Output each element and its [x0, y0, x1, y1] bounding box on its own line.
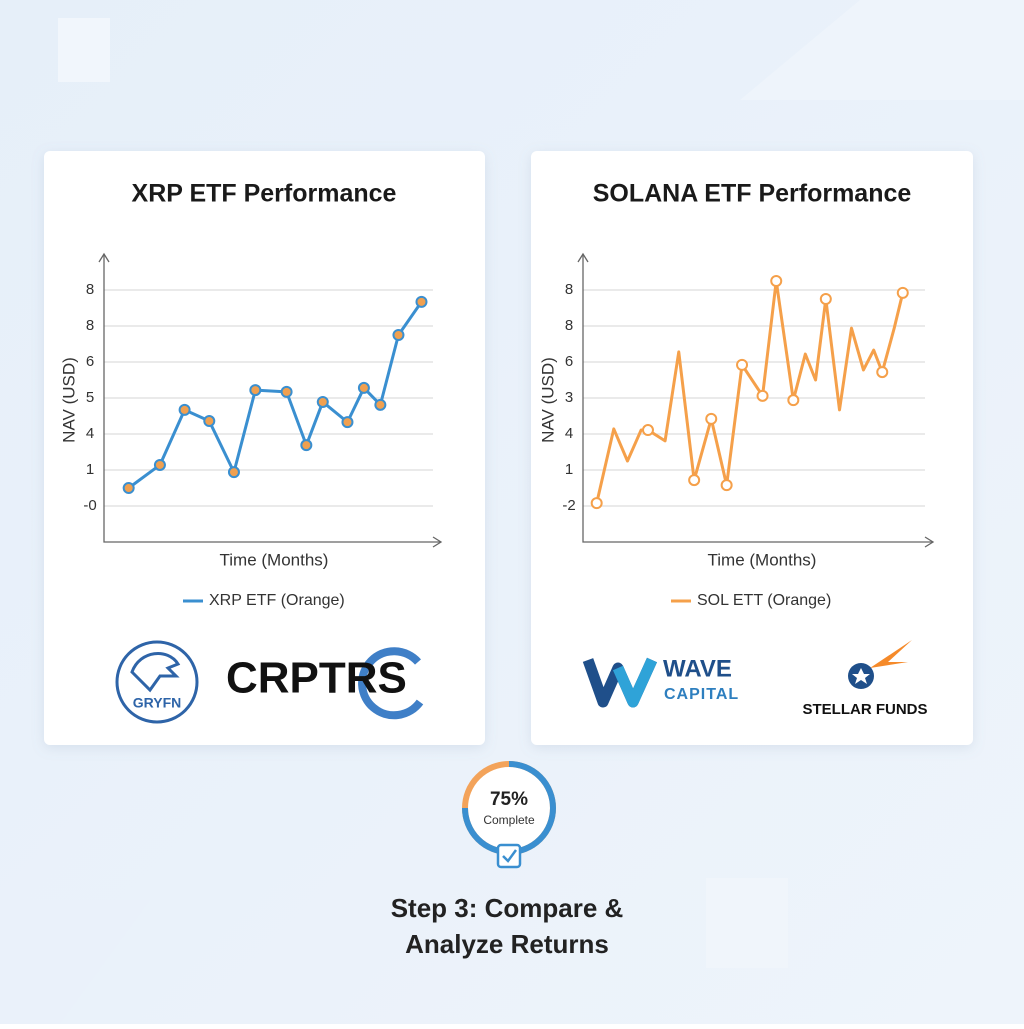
point	[876, 366, 889, 379]
point	[736, 358, 749, 371]
y-tick-label: 8	[565, 281, 573, 298]
logo-gryfn: GRYFN	[115, 640, 199, 724]
point	[787, 394, 800, 407]
x-axis-label: Time (Months)	[708, 550, 817, 569]
axis-arrow	[98, 252, 443, 548]
step-text: Step 3: Compare &	[391, 893, 624, 923]
x-axis-label: Time (Months)	[220, 550, 329, 569]
axis	[103, 254, 441, 543]
point	[392, 329, 405, 341]
y-tick-label: 8	[86, 281, 94, 298]
point	[357, 381, 370, 394]
point	[178, 403, 191, 416]
decor	[58, 18, 110, 82]
logo-text: CRPTRS	[226, 654, 407, 703]
step-text: Analyze Returns	[405, 929, 609, 959]
point	[122, 482, 135, 494]
card	[44, 151, 485, 745]
point	[756, 389, 769, 402]
progress-caption: Complete	[483, 813, 535, 827]
point	[415, 295, 428, 308]
y-tick-label: 1	[565, 461, 573, 478]
card	[531, 151, 973, 745]
point	[280, 385, 293, 398]
point	[641, 424, 654, 437]
chart-title: XRP ETF Performance	[132, 180, 397, 208]
y-axis-label: NAV (USD)	[59, 357, 78, 443]
y-tick-label: 1	[86, 461, 94, 478]
y-tick-label: 4	[86, 425, 94, 442]
progress-label: 75%	[490, 789, 528, 810]
y-tick-label: 5	[86, 389, 94, 406]
y-tick-label: -0	[83, 497, 96, 514]
point	[705, 412, 718, 425]
logo-stellar: STELLAR FUNDS	[803, 640, 928, 718]
y-tick-label: 4	[565, 425, 573, 442]
point	[300, 439, 313, 452]
point	[896, 286, 909, 299]
point	[819, 293, 832, 305]
point	[374, 398, 387, 411]
decor	[0, 900, 150, 1024]
axis-arrow	[577, 252, 935, 548]
point	[341, 416, 354, 429]
progress-arc	[462, 761, 556, 855]
y-tick-label: 8	[565, 317, 573, 334]
point	[590, 497, 603, 510]
logo-crptrs: CRPTRS	[226, 647, 424, 720]
point	[249, 384, 262, 397]
point	[203, 415, 216, 428]
logo-text: WAVE	[663, 655, 732, 682]
point	[153, 458, 166, 471]
logo-text: CAPITAL	[664, 686, 739, 703]
point	[316, 395, 329, 408]
y-tick-label: -2	[562, 497, 575, 514]
decor	[706, 878, 788, 968]
legend-label: SOL ETT (Orange)	[697, 592, 831, 609]
decor	[740, 0, 1024, 100]
point	[227, 466, 240, 479]
point	[688, 474, 701, 487]
logo-text: STELLAR FUNDS	[803, 701, 928, 718]
legend-label: XRP ETF (Orange)	[209, 592, 345, 609]
y-tick-label: 6	[86, 353, 94, 370]
y-tick-label: 3	[565, 389, 573, 406]
axis	[582, 254, 933, 543]
progress: 75% Complete	[462, 761, 556, 869]
y-tick-label: 6	[565, 353, 573, 370]
chart-title: SOLANA ETF Performance	[593, 180, 912, 208]
y-axis-label: NAV (USD)	[538, 357, 557, 443]
y-tick-label: 8	[86, 317, 94, 334]
point	[720, 479, 733, 492]
logo-wave: WAVE CAPITAL	[582, 655, 739, 708]
logo-text: GRYFN	[133, 695, 181, 711]
point	[770, 275, 783, 287]
